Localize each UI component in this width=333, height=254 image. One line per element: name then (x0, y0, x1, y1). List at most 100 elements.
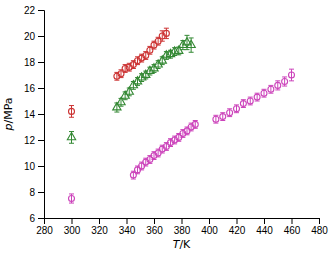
tick: 340 (119, 218, 136, 236)
tick-label: 340 (119, 225, 136, 236)
tick-mark (99, 218, 100, 224)
tick: 8 (29, 187, 44, 198)
point (143, 53, 149, 59)
tick-mark (127, 218, 128, 224)
point (69, 196, 75, 202)
tick: 300 (64, 218, 81, 236)
tick: 12 (24, 135, 44, 146)
tick-label: 440 (256, 225, 273, 236)
tick-mark (209, 218, 210, 224)
tick: 480 (311, 218, 328, 236)
tick-mark (38, 192, 44, 193)
point (234, 106, 240, 112)
tick-mark (237, 218, 238, 224)
error-bar (164, 28, 169, 38)
tick: 420 (229, 218, 246, 236)
axis-line (45, 219, 320, 225)
chart: 280 300 320 340 360 380 400 420 440 460 480 6 8 10 12 1… (0, 0, 333, 254)
point (227, 110, 233, 116)
tick: 440 (256, 218, 273, 236)
tick-label: 380 (174, 225, 191, 236)
series (67, 35, 195, 143)
point (67, 133, 75, 140)
point (247, 98, 253, 104)
error-bar (69, 106, 74, 118)
point (122, 66, 128, 72)
tick-label: 320 (91, 225, 108, 236)
tick-label: 16 (24, 83, 36, 94)
y-axis-title: p/MPa (2, 97, 15, 131)
error-bar (255, 93, 260, 101)
error-bar (275, 81, 280, 90)
tick-label: 12 (24, 135, 36, 146)
y-axis: 6 8 10 12 14 16 18 20 22 (24, 5, 45, 224)
marks (67, 28, 294, 203)
tick-label: 14 (24, 109, 36, 120)
x-axis: 280 300 320 340 360 380 400 420 440 460 480 (36, 218, 328, 236)
point (289, 72, 295, 78)
tick-label: 280 (36, 225, 53, 236)
tick-mark (319, 218, 320, 224)
x-axis-title: T/K (173, 238, 191, 251)
tick-label: 10 (24, 161, 36, 172)
point (275, 82, 281, 88)
tick: 20 (24, 31, 44, 42)
error-bar (69, 194, 74, 203)
error-bar (282, 77, 287, 86)
point (192, 121, 198, 127)
tick-label: 360 (146, 225, 163, 236)
point (268, 86, 274, 92)
point (261, 90, 267, 96)
tick-mark (264, 218, 265, 224)
tick: 360 (146, 218, 163, 236)
error-bar (268, 85, 273, 93)
tick-label: 400 (201, 225, 218, 236)
tick-mark (38, 36, 44, 37)
tick-label: 420 (229, 225, 246, 236)
series (69, 28, 170, 117)
point (220, 114, 226, 120)
point (213, 116, 219, 122)
tick: 460 (284, 218, 301, 236)
axis-line (38, 11, 45, 219)
series (69, 69, 295, 203)
tick: 280 (36, 218, 53, 236)
tick-label: 22 (24, 5, 36, 16)
point (163, 30, 169, 36)
tick: 18 (24, 57, 44, 68)
point (254, 94, 260, 100)
tick-label: 8 (29, 187, 35, 198)
tick-label: 20 (24, 31, 36, 42)
error-bar (220, 113, 225, 121)
error-bar (213, 115, 218, 123)
error-bar (234, 105, 239, 113)
point (118, 71, 124, 77)
tick: 16 (24, 83, 44, 94)
tick-label: 460 (284, 225, 301, 236)
tick-mark (38, 140, 44, 141)
tick: 6 (29, 213, 44, 224)
point (282, 79, 288, 85)
tick: 400 (201, 218, 218, 236)
plot: 280 300 320 340 360 380 400 420 440 460 480 6 8 10 12 1… (24, 5, 328, 236)
point (69, 108, 75, 114)
tick-mark (38, 62, 44, 63)
point (130, 172, 136, 178)
tick-label: 18 (24, 57, 36, 68)
error-bar (289, 69, 294, 81)
error-bar (248, 97, 253, 105)
tick-label: 480 (311, 225, 328, 236)
tick-mark (72, 218, 73, 224)
error-bar (262, 89, 267, 97)
error-bar (241, 100, 246, 108)
tick: 10 (24, 161, 44, 172)
error-bar (193, 121, 198, 129)
tick-mark (38, 10, 44, 11)
tick: 14 (24, 109, 44, 120)
tick-label: 6 (29, 213, 35, 224)
tick: 320 (91, 218, 108, 236)
point (187, 40, 195, 47)
tick: 22 (24, 5, 44, 16)
tick: 380 (174, 218, 191, 236)
point (147, 47, 153, 53)
